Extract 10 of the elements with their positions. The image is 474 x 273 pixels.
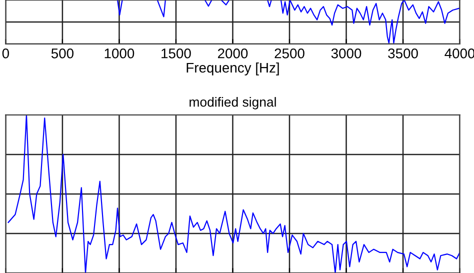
x-tick-label: 3000	[331, 48, 362, 58]
x-tick-label: 3500	[388, 48, 418, 58]
x-tick-label: 1000	[104, 48, 134, 58]
chart-title: modified signal	[190, 97, 276, 110]
x-tick-label: 0	[2, 48, 10, 58]
x-tick-label: 2000	[218, 48, 248, 58]
x-axis-title: Frequency [Hz]	[186, 62, 279, 76]
x-tick-label: 1500	[162, 48, 191, 58]
x-tick-label: 2500	[274, 48, 304, 58]
x-tick-label: 500	[51, 48, 74, 58]
